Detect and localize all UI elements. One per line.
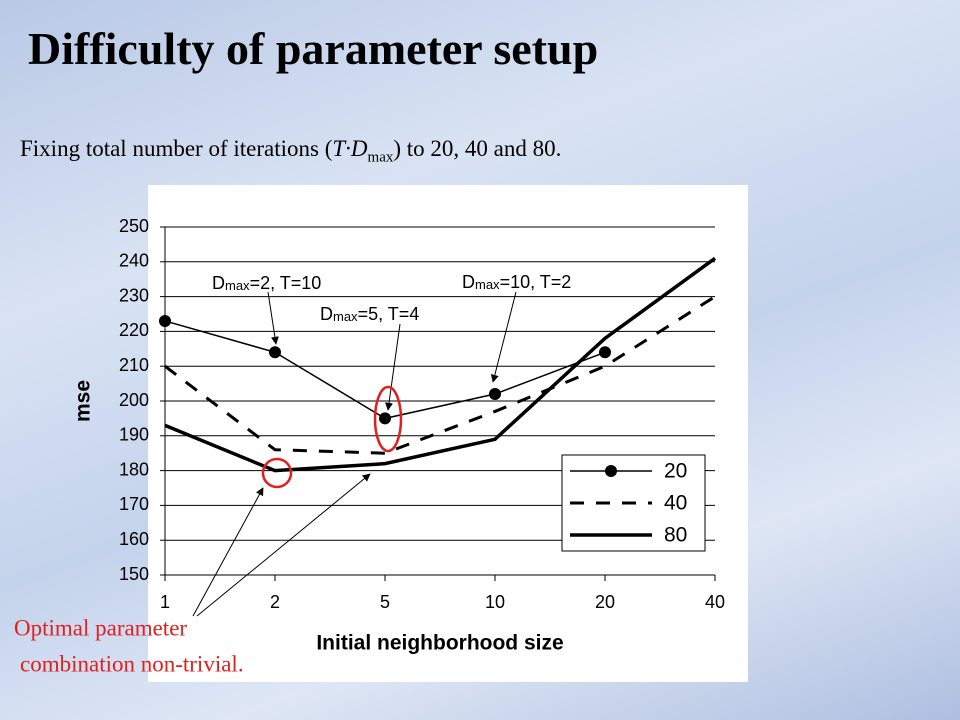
callout-arrow — [196, 473, 371, 617]
subtitle-italic: T·D — [332, 136, 368, 161]
annotation-part: D — [320, 304, 333, 324]
callout-text: combination non-trivial. — [20, 651, 244, 676]
annotation-part: =2, T=10 — [250, 273, 322, 293]
legend-label: 20 — [664, 460, 687, 483]
x-tick-label: 2 — [270, 592, 280, 612]
annotation-box — [458, 271, 618, 295]
annotation-part: D — [212, 273, 225, 293]
chart-background — [148, 185, 748, 682]
x-axis-label: Initial neighborhood size — [316, 632, 563, 655]
y-tick-label: 230 — [119, 285, 149, 305]
y-axis-label: mse — [72, 380, 95, 422]
subtitle-sub: max — [367, 149, 394, 166]
legend-marker — [605, 465, 617, 477]
annotation-part: max — [225, 278, 250, 293]
annotation: Dmax=10, T=2 — [462, 272, 571, 293]
y-tick-label: 170 — [119, 494, 149, 514]
x-tick-label: 5 — [380, 592, 390, 612]
highlight — [261, 457, 293, 489]
y-tick-label: 240 — [119, 251, 149, 271]
annotation-arrow — [267, 291, 279, 345]
slide-title: Difficulty of parameter setup — [28, 23, 599, 74]
annotation-arrow — [385, 323, 401, 411]
series-marker — [599, 346, 611, 359]
y-tick-label: 210 — [119, 355, 149, 375]
y-tick-label: 200 — [119, 390, 149, 410]
series-line — [164, 295, 716, 455]
annotation-part: max — [475, 277, 500, 292]
annotation-part: =5, T=4 — [358, 304, 420, 324]
y-tick-label: 190 — [119, 425, 149, 445]
slide-subtitle: Fixing total number of iterations (T·Dma… — [20, 136, 561, 167]
subtitle-text: Fixing total number of iterations ( — [20, 136, 333, 161]
annotation-part: D — [462, 272, 475, 292]
annotation: Dmax=5, T=4 — [320, 304, 419, 325]
x-tick-label: 20 — [595, 592, 615, 612]
annotation-box — [208, 272, 368, 296]
series-marker — [489, 388, 501, 401]
y-tick-label: 160 — [119, 529, 149, 549]
series-line — [164, 256, 717, 473]
y-tick-label: 220 — [119, 320, 149, 340]
annotation-part: =10, T=2 — [500, 272, 572, 292]
callout-arrow — [192, 487, 264, 617]
annotation-box — [316, 303, 476, 327]
subtitle-text: ) to 20, 40 and 80. — [393, 136, 562, 161]
y-tick-label: 150 — [119, 564, 149, 584]
annotation-arrow — [490, 291, 517, 383]
legend-label: 40 — [664, 492, 687, 515]
x-tick-label: 10 — [485, 592, 505, 612]
series-marker — [159, 314, 171, 327]
x-tick-label: 40 — [705, 592, 725, 612]
annotation-part: max — [333, 309, 358, 324]
series-marker — [269, 346, 281, 359]
annotation: Dmax=2, T=10 — [212, 273, 321, 294]
highlight — [373, 385, 403, 453]
y-tick-label: 180 — [119, 459, 149, 479]
legend-label: 80 — [664, 524, 687, 547]
callout-text: Optimal parameter — [14, 615, 187, 640]
y-tick-label: 250 — [119, 216, 149, 236]
x-tick-label: 1 — [160, 592, 170, 612]
series-marker — [379, 412, 391, 425]
